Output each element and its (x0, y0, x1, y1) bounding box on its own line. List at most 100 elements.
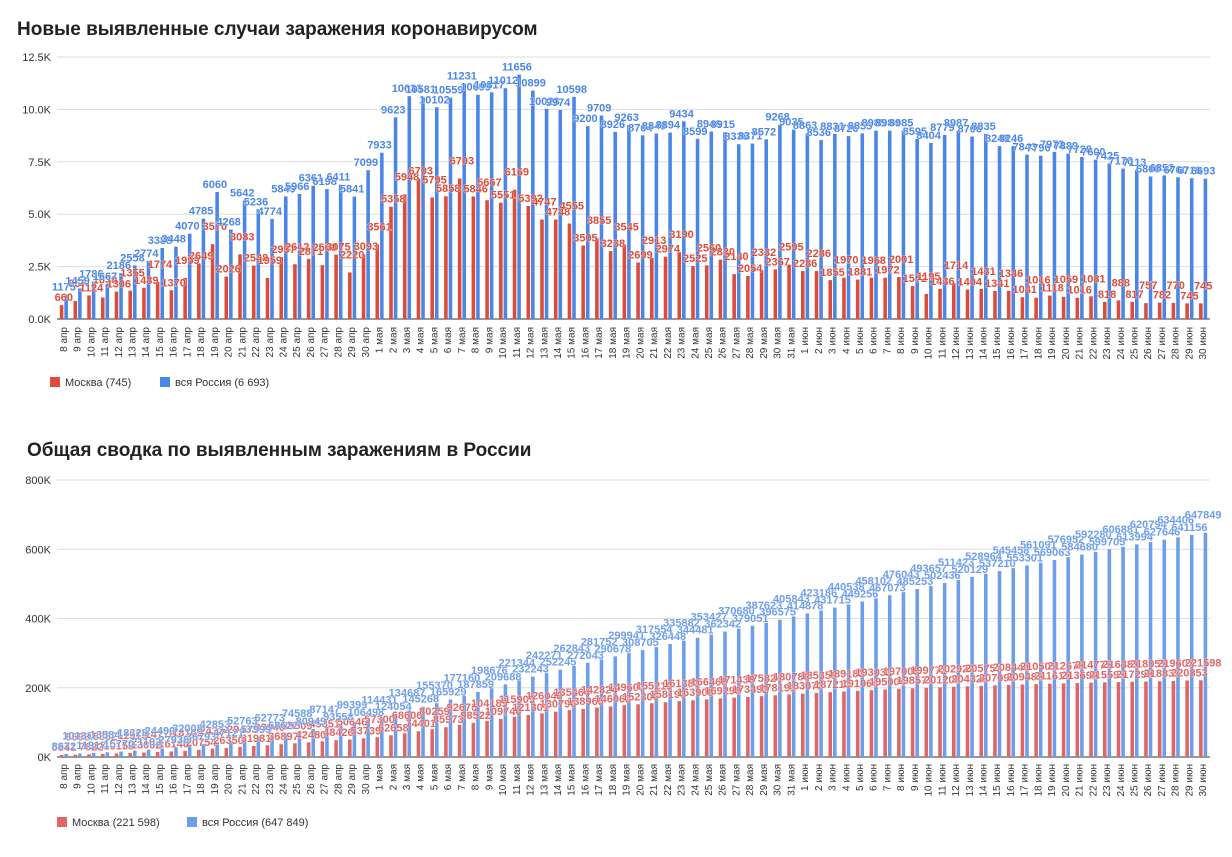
data-label-russia: 627646 (1144, 527, 1181, 539)
x-tick-label: 18 июн (1033, 327, 1044, 360)
bar-russia (132, 750, 137, 757)
data-label-moscow: 199772 (910, 665, 947, 677)
bar-russia (338, 724, 343, 757)
data-label-russia: 308705 (622, 637, 659, 649)
bar-russia (846, 136, 851, 319)
data-label-russia: 262843 (553, 643, 590, 655)
x-tick-label: 28 апр (333, 764, 344, 795)
bar-moscow (540, 713, 544, 757)
bar-russia (366, 720, 370, 757)
x-tick-label: 5 июн (855, 764, 866, 791)
bar-russia (325, 726, 329, 757)
x-tick-label: 28 мая (745, 764, 756, 796)
data-label-moscow: 4747 (532, 197, 556, 209)
bar-russia (613, 656, 617, 757)
bar-russia (421, 706, 425, 757)
data-label-russia: 42853 (200, 719, 231, 731)
bar-moscow (485, 720, 489, 757)
data-label-moscow: 2974 (656, 244, 681, 256)
bar-russia (654, 647, 659, 757)
bar-moscow (951, 686, 956, 757)
bar-moscow (595, 707, 599, 757)
data-label-russia: 80949 (296, 716, 327, 728)
data-label-moscow: 2612 (285, 241, 309, 253)
data-label-moscow: 1774 (148, 259, 173, 271)
data-label-russia: 8779 (930, 122, 954, 134)
y-tick-label: 5.0K (28, 209, 51, 221)
bar-russia (572, 96, 576, 319)
x-tick-label: 23 июн (1102, 764, 1113, 797)
bar-russia (915, 588, 919, 757)
data-label-russia: 1459 (65, 275, 89, 287)
data-label-moscow: 2649 (189, 250, 213, 262)
data-label-moscow: 115909 (499, 694, 535, 706)
data-label-russia: 8246 (999, 133, 1023, 145)
bar-russia (778, 619, 782, 757)
bar-moscow (1006, 290, 1011, 319)
data-label-moscow: 1306 (107, 279, 131, 291)
data-label-russia: 569063 (1034, 547, 1071, 559)
x-tick-label: 10 июн (924, 327, 935, 360)
bar-moscow (979, 289, 984, 319)
bar-russia (531, 676, 535, 757)
bar-moscow (416, 178, 421, 319)
data-label-russia: 18328 (117, 728, 148, 740)
bar-moscow (169, 751, 174, 757)
bar-russia (572, 665, 576, 757)
data-label-moscow: 4748 (546, 206, 570, 218)
data-label-russia: 187859 (457, 679, 494, 691)
x-tick-label: 10 апр (86, 764, 97, 795)
data-label-moscow: 68606 (392, 710, 423, 722)
bar-russia (1066, 557, 1070, 757)
bar-russia (311, 185, 316, 319)
x-tick-label: 30 мая (773, 327, 784, 359)
x-tick-label: 22 мая (663, 764, 674, 796)
x-tick-label: 26 мая (718, 764, 729, 796)
bar-moscow (361, 738, 366, 757)
data-label-russia: 221344 (498, 657, 536, 669)
data-label-russia: 8726 (834, 123, 858, 135)
data-label-russia: 9268 (765, 112, 789, 124)
data-label-russia: 99399 (337, 700, 368, 712)
bar-russia (132, 265, 137, 319)
data-label-moscow: 85973 (433, 714, 464, 726)
data-label-russia: 272043 (567, 650, 604, 662)
data-label-russia: 15770 (103, 739, 134, 751)
bar-russia (929, 142, 933, 319)
data-label-russia: 10131 (62, 730, 93, 742)
data-label-russia: 7843 (1012, 142, 1036, 154)
x-tick-label: 2 июн (814, 327, 825, 354)
data-label-moscow: 158193 (649, 689, 686, 701)
bar-russia (229, 229, 233, 319)
bar-russia (1189, 178, 1194, 319)
data-label-moscow: 152306 (622, 691, 659, 703)
x-tick-label: 15 апр (155, 764, 166, 795)
data-label-russia: 8926 (601, 119, 625, 131)
bar-moscow (828, 280, 833, 319)
bar-moscow (348, 272, 352, 319)
bar-russia (1135, 169, 1139, 319)
bar-russia (942, 583, 947, 757)
data-label-moscow: 48426 (323, 727, 354, 739)
bar-russia (489, 92, 494, 319)
bar-russia (723, 132, 727, 319)
data-label-russia: 8599 (683, 126, 707, 138)
data-label-russia: 9434 (669, 108, 694, 120)
x-tick-label: 4 мая (416, 327, 427, 353)
x-tick-label: 25 июн (1130, 764, 1141, 797)
x-tick-label: 19 июн (1047, 764, 1058, 797)
bar-moscow (361, 254, 366, 319)
data-label-moscow: 1059 (1054, 274, 1078, 286)
x-tick-label: 17 мая (594, 327, 605, 359)
bar-russia (956, 130, 961, 319)
x-tick-label: 16 июн (1006, 327, 1017, 360)
data-label-moscow: 18105 (172, 728, 203, 740)
data-label-russia: 8404 (916, 130, 941, 142)
data-label-moscow: 6703 (450, 156, 474, 168)
x-tick-label: 9 июн (910, 327, 921, 354)
data-label-russia: 36793 (186, 731, 217, 743)
bar-moscow (828, 692, 833, 757)
data-label-russia: 8987 (944, 118, 968, 130)
bar-moscow (430, 197, 434, 319)
x-tick-label: 20 июн (1061, 327, 1072, 360)
